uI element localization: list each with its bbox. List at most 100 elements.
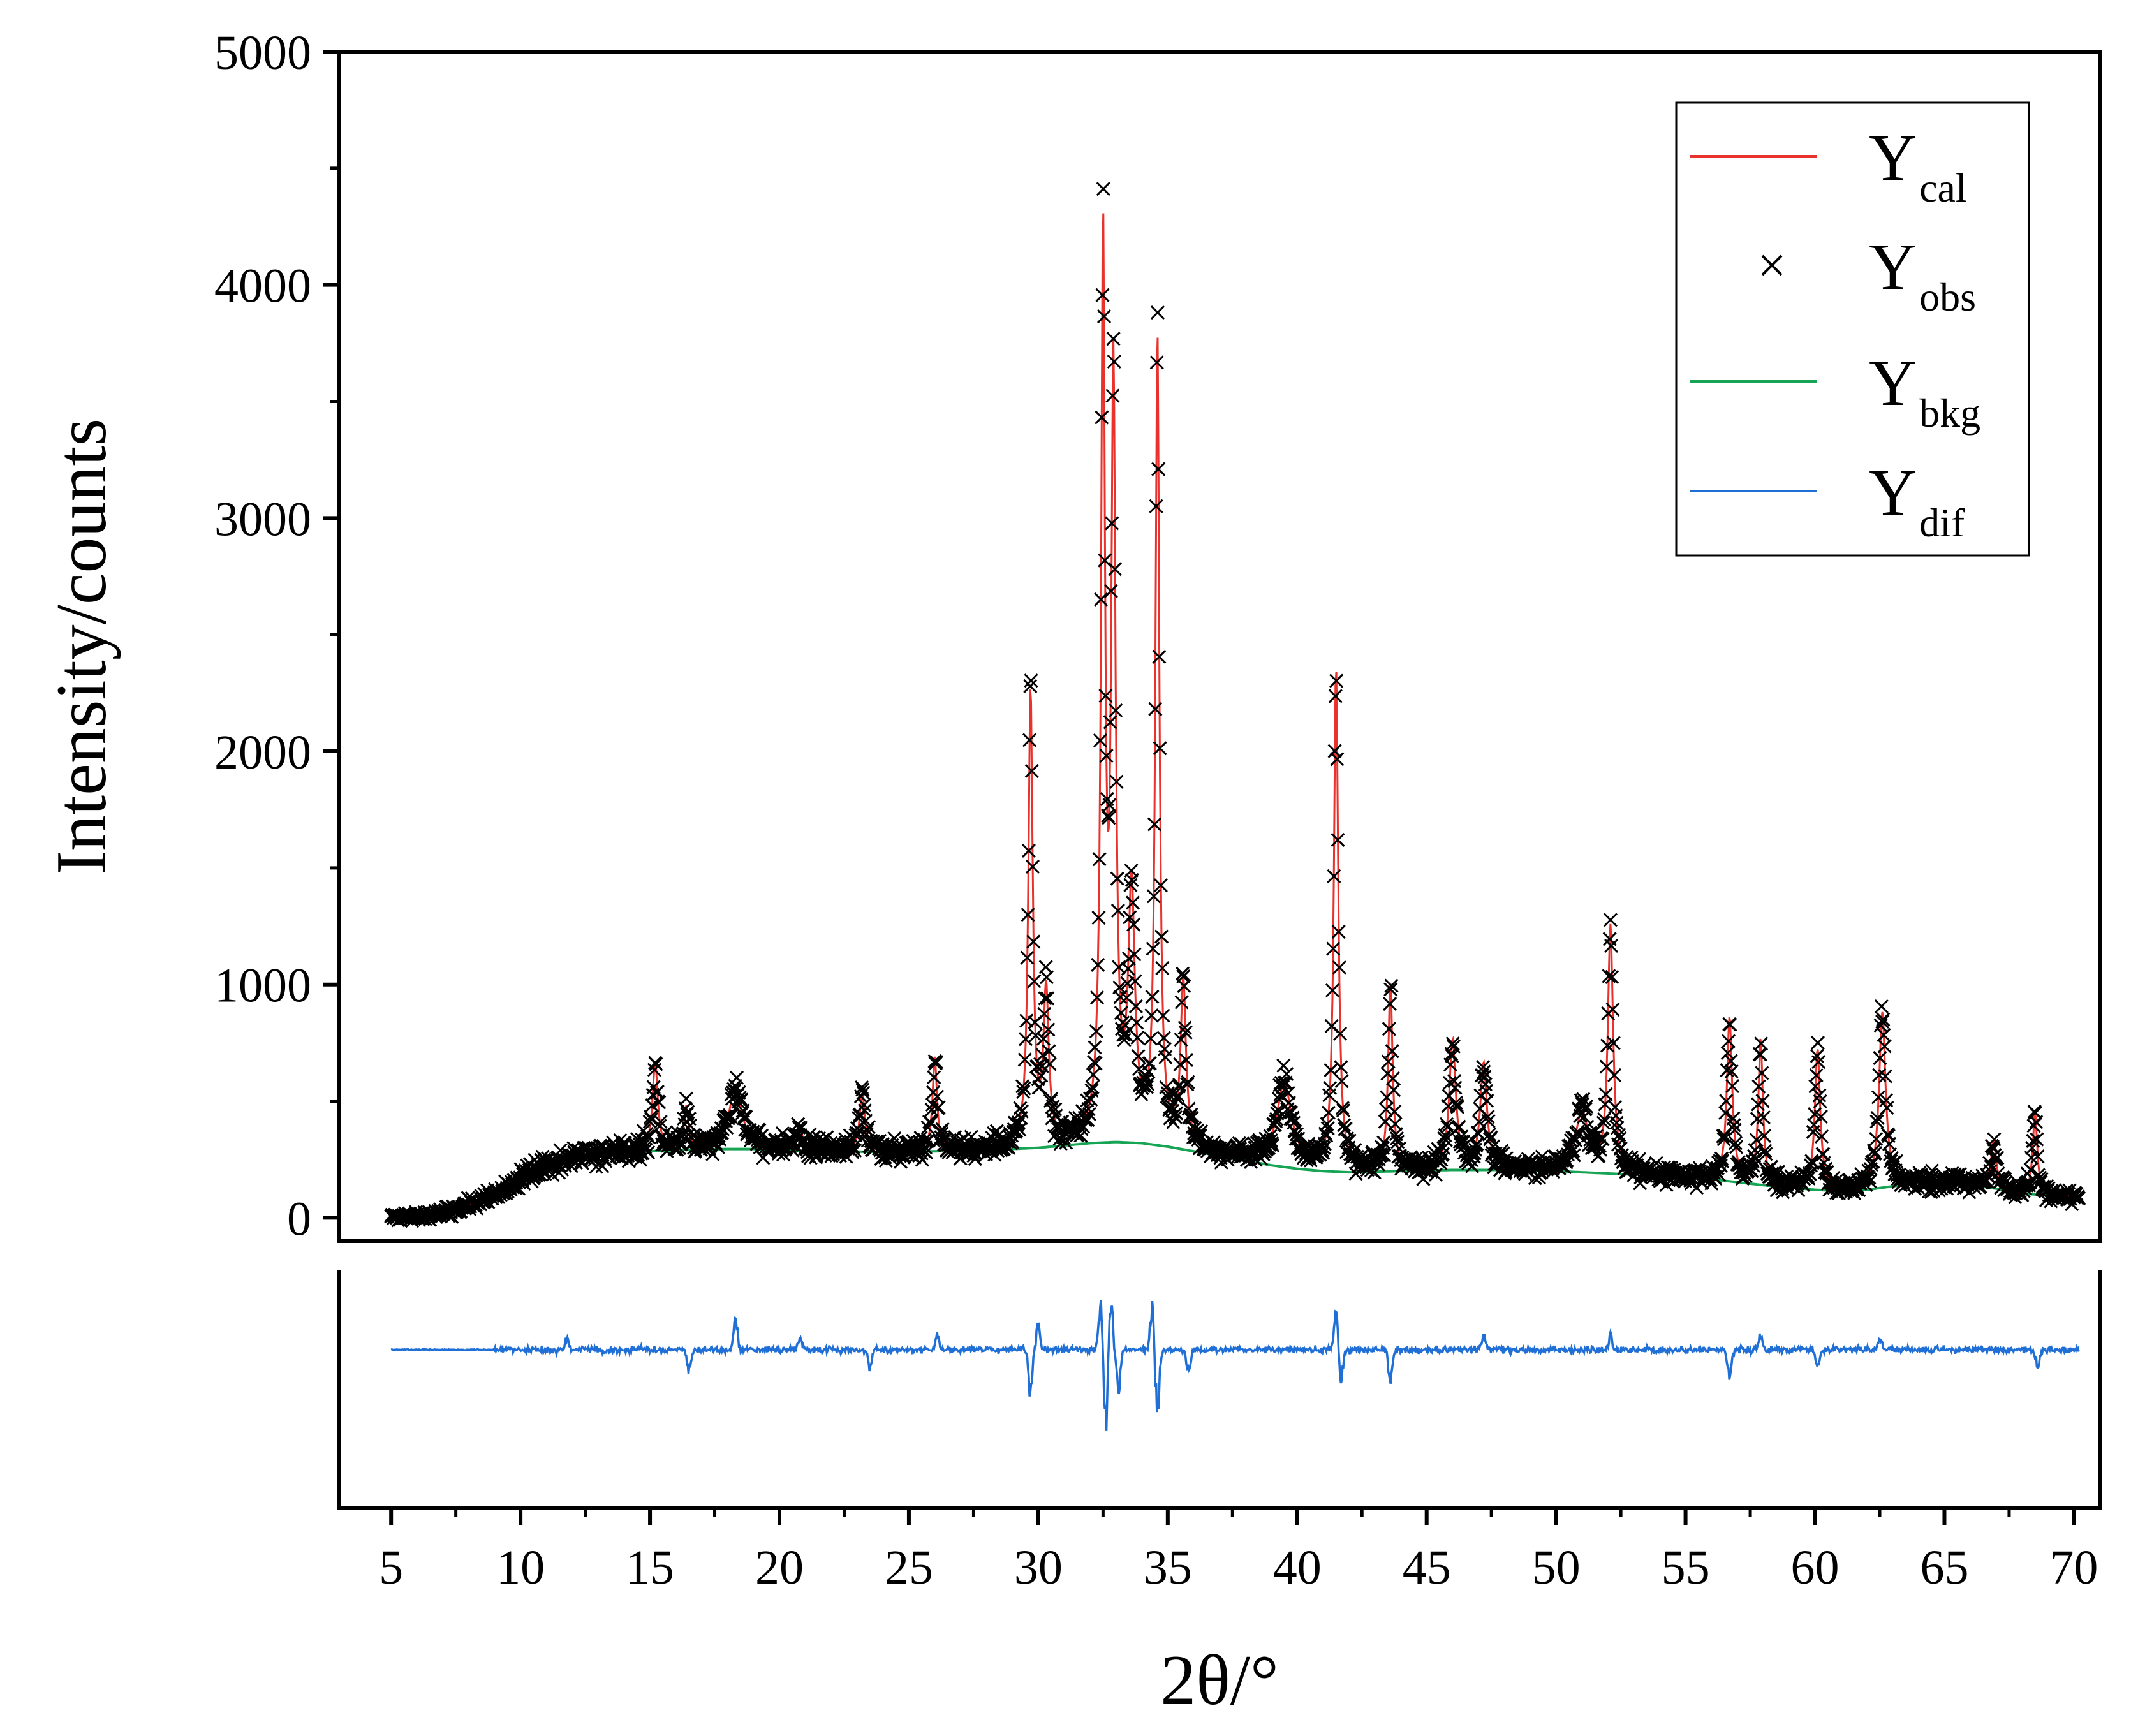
observed-point-marker [1139, 1080, 1154, 1094]
observed-point-marker [1877, 1027, 1891, 1042]
observed-point-marker [1979, 1173, 1994, 1188]
observed-point-marker [1174, 995, 1189, 1010]
observed-point-marker [1153, 741, 1167, 756]
observed-point-marker [1438, 1133, 1453, 1147]
y-tick-label: 2000 [214, 726, 311, 779]
observed-point-marker [1158, 1050, 1173, 1064]
observed-point-marker [1810, 1036, 1825, 1050]
observed-point-marker [1342, 1133, 1357, 1148]
observed-point-marker [1194, 1124, 1209, 1138]
observed-point-marker [1180, 1077, 1195, 1092]
observed-point-marker [1381, 1054, 1396, 1069]
observed-point-marker [1285, 1110, 1300, 1125]
observed-point-marker [1023, 679, 1038, 693]
legend-entry-bkg: Ybkg [1690, 346, 1980, 436]
y-tick-label: 5000 [214, 26, 311, 80]
observed-point-marker [1326, 941, 1341, 956]
observed-point-marker [1089, 990, 1105, 1005]
observed-point-marker [1036, 1031, 1051, 1046]
observed-point-marker [1718, 1106, 1733, 1121]
observed-point-marker [1862, 1174, 1877, 1189]
y-tick-label: 0 [287, 1192, 311, 1246]
observed-point-marker [1093, 733, 1107, 748]
observed-point-marker [1720, 1046, 1735, 1061]
observed-point-marker [1878, 1069, 1892, 1084]
observed-point-marker [1018, 1032, 1033, 1047]
observed-point-marker [1376, 1135, 1391, 1150]
observed-point-marker [1445, 1036, 1460, 1051]
observed-point-marker [1095, 288, 1110, 302]
observed-point-marker [1755, 1066, 1769, 1080]
observed-point-marker [1325, 983, 1340, 997]
y-tick-label: 1000 [214, 959, 311, 1013]
observed-point-marker [1109, 703, 1123, 717]
observed-point-marker [1377, 1148, 1392, 1163]
observed-point-marker [1880, 1100, 1894, 1115]
observed-point-marker [1328, 689, 1343, 703]
observed-point-marker [1021, 908, 1035, 922]
observed-point-marker [1607, 1068, 1622, 1082]
observed-point-marker [1105, 388, 1120, 403]
observed-point-marker [1022, 733, 1037, 747]
observed-point-marker [1991, 1171, 2006, 1186]
observed-point-marker [1128, 999, 1143, 1013]
observed-point-marker [672, 1141, 686, 1156]
observed-point-marker [1119, 1027, 1133, 1042]
observed-point-marker [1041, 1022, 1056, 1037]
observed-point-marker [1012, 1122, 1027, 1137]
observed-point-marker [1482, 1127, 1496, 1142]
observed-point-marker [968, 1152, 982, 1166]
observed-point-marker [723, 1109, 738, 1124]
observed-point-marker [855, 1080, 869, 1095]
observed-point-marker [1605, 969, 1619, 984]
observed-point-marker [1089, 1024, 1103, 1039]
observed-point-marker [1323, 1080, 1338, 1096]
observed-point-marker [1091, 910, 1106, 925]
x-tick-label: 65 [1920, 1541, 1968, 1594]
observed-point-marker [1098, 553, 1112, 568]
observed-point-marker [1148, 702, 1163, 716]
observed-point-marker [1019, 1013, 1034, 1028]
legend-box [1675, 101, 2030, 557]
observed-point-marker [1480, 1110, 1495, 1124]
observed-point-marker [1098, 688, 1113, 703]
observed-point-marker [1728, 1136, 1743, 1151]
observed-point-marker [1088, 1056, 1103, 1071]
observed-point-marker [1038, 991, 1052, 1006]
observed-point-marker [1124, 872, 1139, 887]
observed-point-marker [1123, 878, 1138, 892]
legend-label: Ycal [1869, 121, 1967, 210]
observed-point-marker [1109, 774, 1124, 789]
observed-point-marker [705, 1147, 720, 1161]
observed-point-marker [1331, 832, 1345, 848]
observed-point-marker [887, 1131, 902, 1146]
y-tick-label: 4000 [214, 260, 311, 313]
observed-point-marker [1331, 924, 1346, 939]
x-tick-label: 50 [1532, 1541, 1581, 1594]
observed-point-marker [856, 1085, 871, 1100]
observed-point-marker [855, 1082, 870, 1097]
observed-point-marker [1276, 1058, 1291, 1073]
observed-point-marker [1289, 1127, 1304, 1142]
legend-label-subscript: bkg [1919, 390, 1980, 436]
observed-series-markers [384, 182, 2086, 1228]
observed-point-marker [1759, 1147, 1773, 1161]
observed-point-marker [1749, 1133, 1764, 1147]
observed-point-marker [1329, 673, 1344, 688]
observed-point-marker [1439, 1117, 1454, 1131]
observed-point-marker [1048, 1102, 1063, 1117]
y-axis-ticks: 0 1000 2000 3000 4000 5000 [214, 26, 339, 1246]
observed-point-marker [1805, 1155, 1820, 1170]
observed-point-marker [927, 1070, 941, 1085]
observed-point-marker [1184, 1107, 1198, 1122]
x-tick-label: 20 [755, 1541, 804, 1594]
observed-point-marker [1320, 1117, 1334, 1131]
observed-point-marker [1173, 1057, 1188, 1071]
observed-point-marker [1869, 1131, 1884, 1147]
observed-point-marker [1026, 934, 1041, 949]
observed-point-marker [1336, 1103, 1351, 1118]
observed-point-marker [1755, 1094, 1770, 1108]
observed-point-marker [1757, 1128, 1772, 1144]
observed-point-marker [1573, 1108, 1588, 1123]
observed-point-marker [1428, 1167, 1443, 1182]
